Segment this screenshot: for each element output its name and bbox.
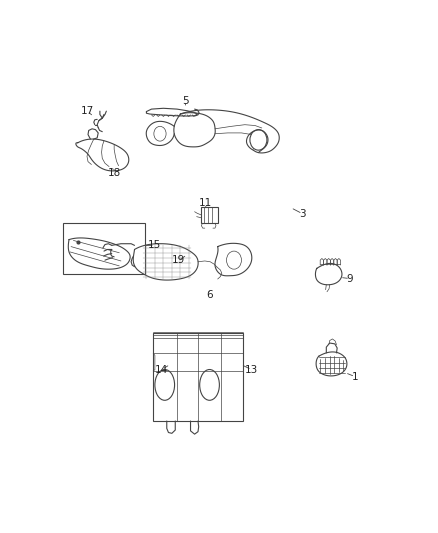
- Text: 17: 17: [80, 106, 94, 116]
- Text: 15: 15: [148, 240, 162, 251]
- Text: 1: 1: [352, 372, 358, 382]
- Bar: [152, 333, 244, 421]
- Text: 5: 5: [182, 96, 189, 106]
- Text: 6: 6: [206, 289, 212, 300]
- Text: 18: 18: [107, 168, 121, 177]
- Text: 11: 11: [199, 198, 212, 208]
- Text: 14: 14: [155, 365, 168, 375]
- Bar: [63, 223, 145, 274]
- Text: 9: 9: [347, 273, 353, 284]
- Text: 3: 3: [299, 209, 306, 219]
- Text: 13: 13: [245, 365, 258, 375]
- Bar: [201, 207, 218, 223]
- Text: 19: 19: [172, 255, 185, 265]
